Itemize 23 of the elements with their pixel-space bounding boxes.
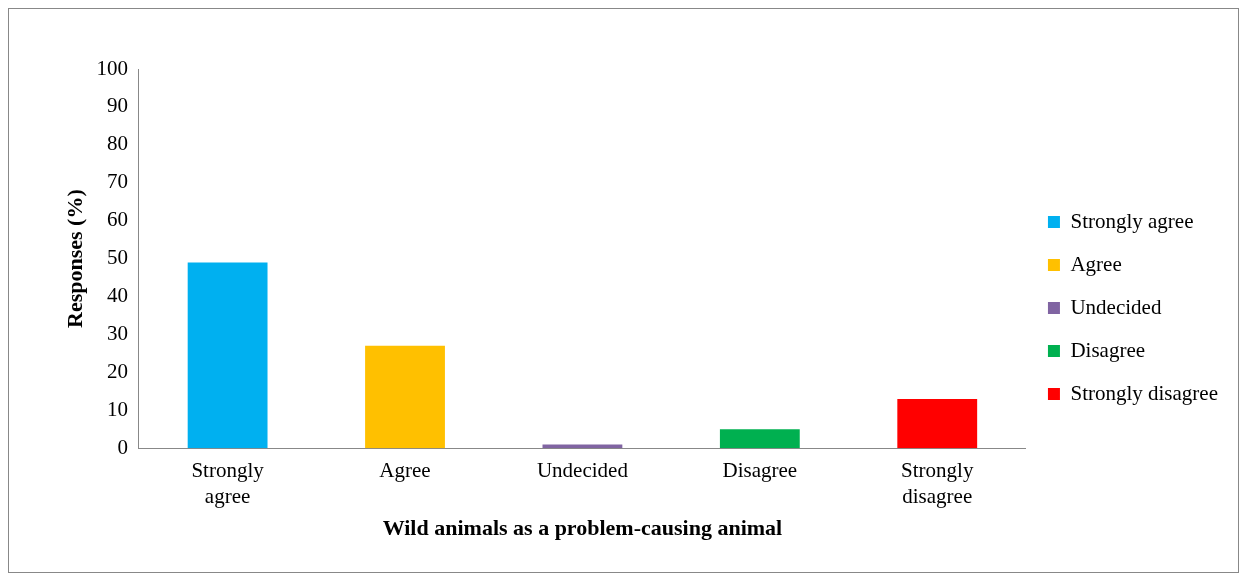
- y-tick-label: 40: [106, 283, 128, 308]
- y-tick-label: 20: [106, 358, 128, 383]
- y-tick-label: 100: [96, 55, 128, 80]
- x-tick-label: Disagree: [722, 458, 798, 483]
- legend-label: Undecided: [1070, 294, 1162, 319]
- y-tick-label: 50: [106, 245, 128, 270]
- x-tick-label: Strongly agree: [191, 458, 265, 508]
- legend-label: Strongly agree: [1070, 208, 1194, 233]
- x-tick-label: Agree: [379, 458, 431, 483]
- legend-label: Strongly disagree: [1070, 380, 1219, 405]
- y-tick-label: 80: [106, 131, 128, 156]
- y-tick-label: 70: [106, 169, 128, 194]
- y-tick-label: 60: [106, 207, 128, 232]
- y-tick-label: 30: [106, 320, 128, 345]
- x-tick-label: Strongly disagree: [901, 458, 974, 508]
- y-tick-label: 0: [117, 434, 128, 459]
- y-tick-label: 10: [106, 396, 128, 421]
- x-axis-title: Wild animals as a problem-causing animal: [382, 515, 783, 541]
- x-tick-label: Undecided: [536, 458, 629, 483]
- y-tick-label: 90: [106, 93, 128, 118]
- y-axis-title: Responses (%): [61, 189, 87, 328]
- legend-label: Agree: [1070, 251, 1122, 276]
- legend-label: Disagree: [1070, 337, 1146, 362]
